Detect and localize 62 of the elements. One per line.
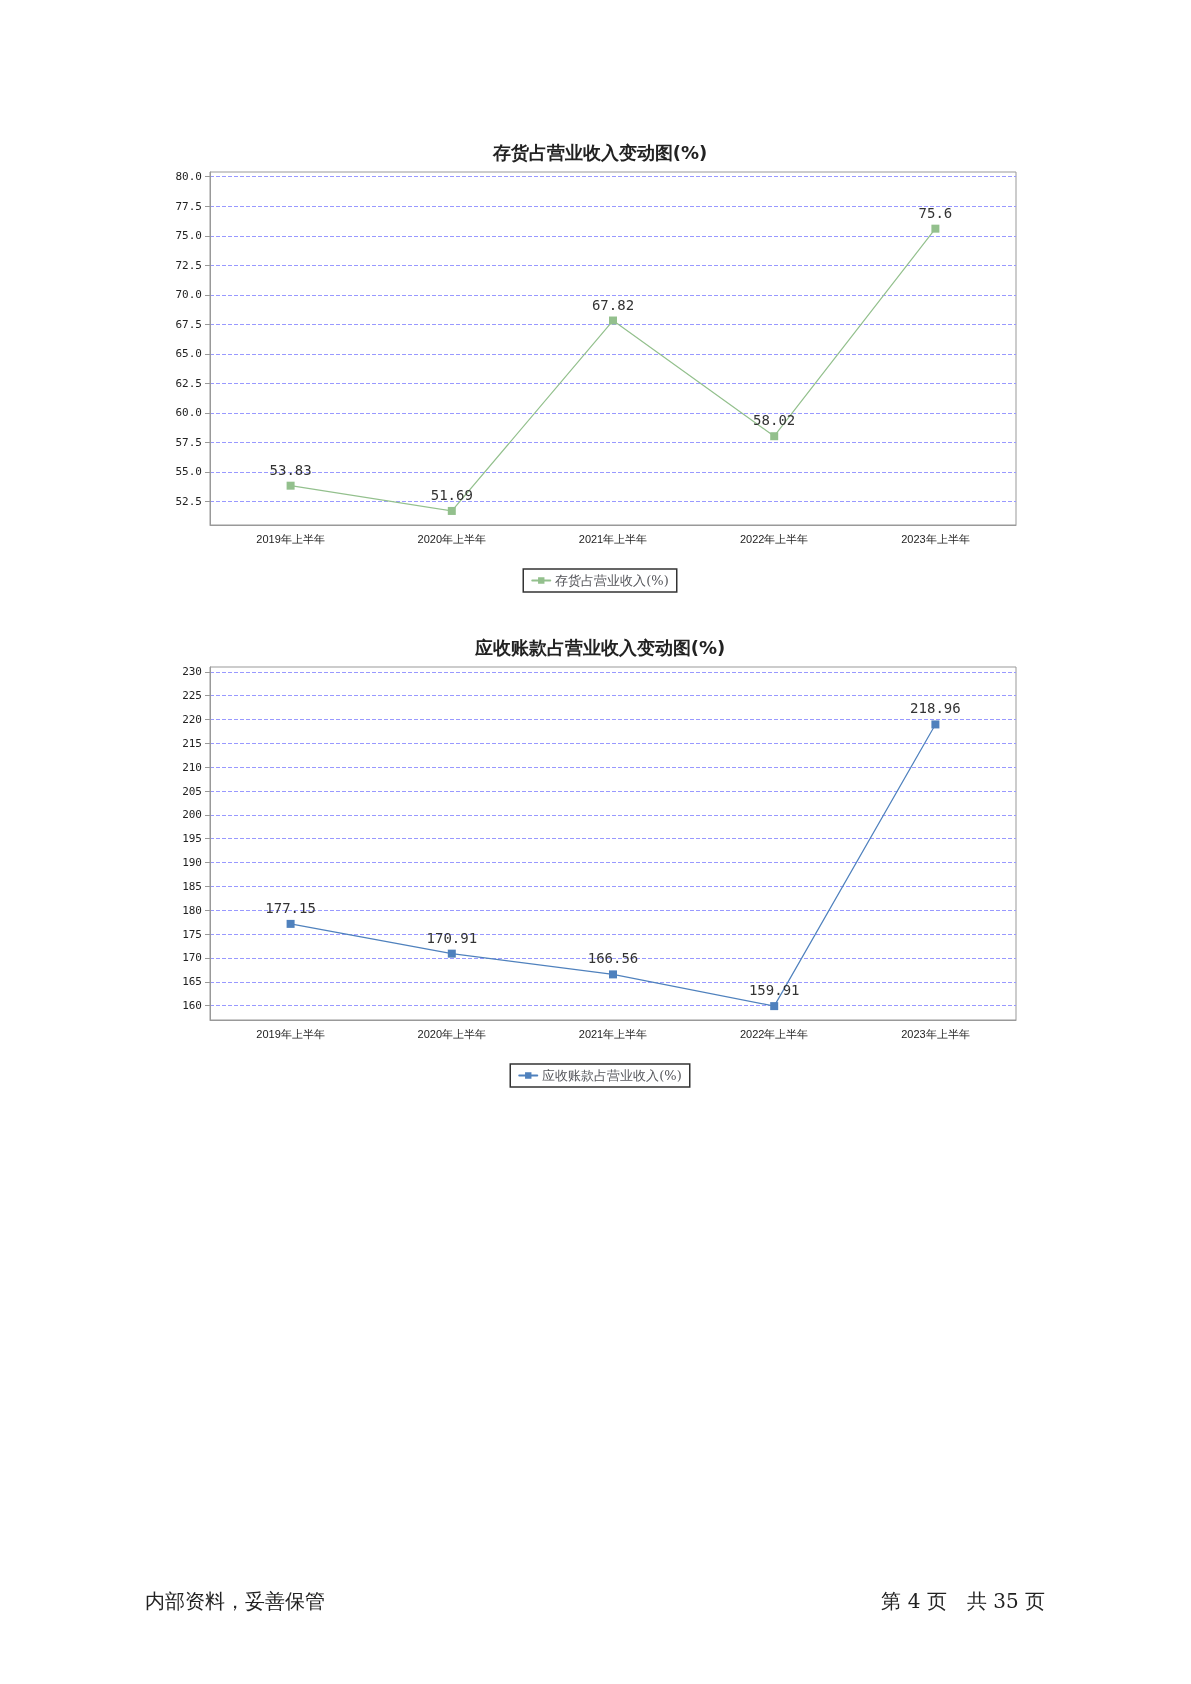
x-tick-label: 2021年上半年 xyxy=(578,1027,648,1040)
y-tick-label: 70.0 xyxy=(175,288,202,302)
point xyxy=(931,224,940,233)
x-tick-label: 2022年上半年 xyxy=(739,1027,809,1040)
x-tick-label: 2023年上半年 xyxy=(901,532,970,545)
y-tick-label: 185 xyxy=(182,879,202,893)
point xyxy=(609,316,617,325)
y-tick-label: 190 xyxy=(182,856,202,870)
y-tick-label: 62.5 xyxy=(175,376,202,390)
chart-title: 存货占营业收入变动图(%) xyxy=(491,141,708,163)
data-label: 218.96 xyxy=(910,700,961,717)
data-label: 75.6 xyxy=(918,204,953,221)
y-tick-label: 72.5 xyxy=(175,258,202,272)
point xyxy=(931,720,940,729)
data-label: 166.56 xyxy=(587,950,639,967)
x-tick-label: 2020年上半年 xyxy=(417,532,487,545)
data-label: 67.82 xyxy=(591,296,635,313)
y-tick-label: 75.0 xyxy=(175,229,202,243)
x-tick-label: 2019年上半年 xyxy=(256,1027,325,1040)
x-tick-label: 2023年上半年 xyxy=(901,1027,970,1040)
point xyxy=(609,970,617,979)
y-tick-label: 200 xyxy=(182,808,202,822)
y-tick-label: 220 xyxy=(182,712,202,726)
y-tick-label: 57.5 xyxy=(175,435,202,449)
y-tick-label: 67.5 xyxy=(175,317,202,331)
y-tick-label: 230 xyxy=(182,665,202,679)
y-tick-label: 215 xyxy=(182,736,202,750)
y-tick-label: 175 xyxy=(182,927,202,941)
y-tick-label: 160 xyxy=(182,999,202,1013)
point xyxy=(286,481,295,490)
point xyxy=(286,919,295,928)
y-tick-label: 225 xyxy=(182,689,202,703)
data-label: 51.69 xyxy=(430,486,473,503)
y-tick-label: 55.0 xyxy=(175,465,202,479)
y-tick-label: 180 xyxy=(182,903,202,917)
y-tick-label: 60.0 xyxy=(175,406,202,420)
x-tick-label: 2022年上半年 xyxy=(739,532,809,545)
text: 内部资料，妥善保管 xyxy=(145,1588,325,1615)
legend-label: 应收账款占营业收入(%) xyxy=(542,1068,682,1083)
x-tick-label: 2019年上半年 xyxy=(256,532,325,545)
y-tick-label: 165 xyxy=(182,975,202,989)
point xyxy=(770,1002,779,1011)
x-tick-label: 2020年上半年 xyxy=(417,1027,487,1040)
data-label: 177.15 xyxy=(265,899,316,916)
y-tick-label: 195 xyxy=(182,832,202,846)
point xyxy=(447,506,456,515)
text: 第 4 页 共 35 页 xyxy=(881,1588,1045,1615)
chart-title: 应收账款占营业收入变动图(%) xyxy=(473,636,726,658)
y-tick-label: 77.5 xyxy=(175,199,202,213)
y-tick-label: 65.0 xyxy=(175,347,202,361)
y-tick-label: 170 xyxy=(182,951,202,965)
data-label: 53.83 xyxy=(269,461,312,478)
y-tick-label: 205 xyxy=(182,784,202,798)
data-label: 58.02 xyxy=(753,412,796,429)
x-tick-label: 2021年上半年 xyxy=(578,532,648,545)
y-tick-label: 52.5 xyxy=(175,494,202,508)
data-label: 170.91 xyxy=(426,929,478,946)
legend-label: 存货占营业收入(%) xyxy=(555,573,669,588)
point xyxy=(447,949,456,958)
y-tick-label: 80.0 xyxy=(175,170,202,184)
point xyxy=(770,432,779,441)
y-tick-label: 210 xyxy=(182,760,202,774)
